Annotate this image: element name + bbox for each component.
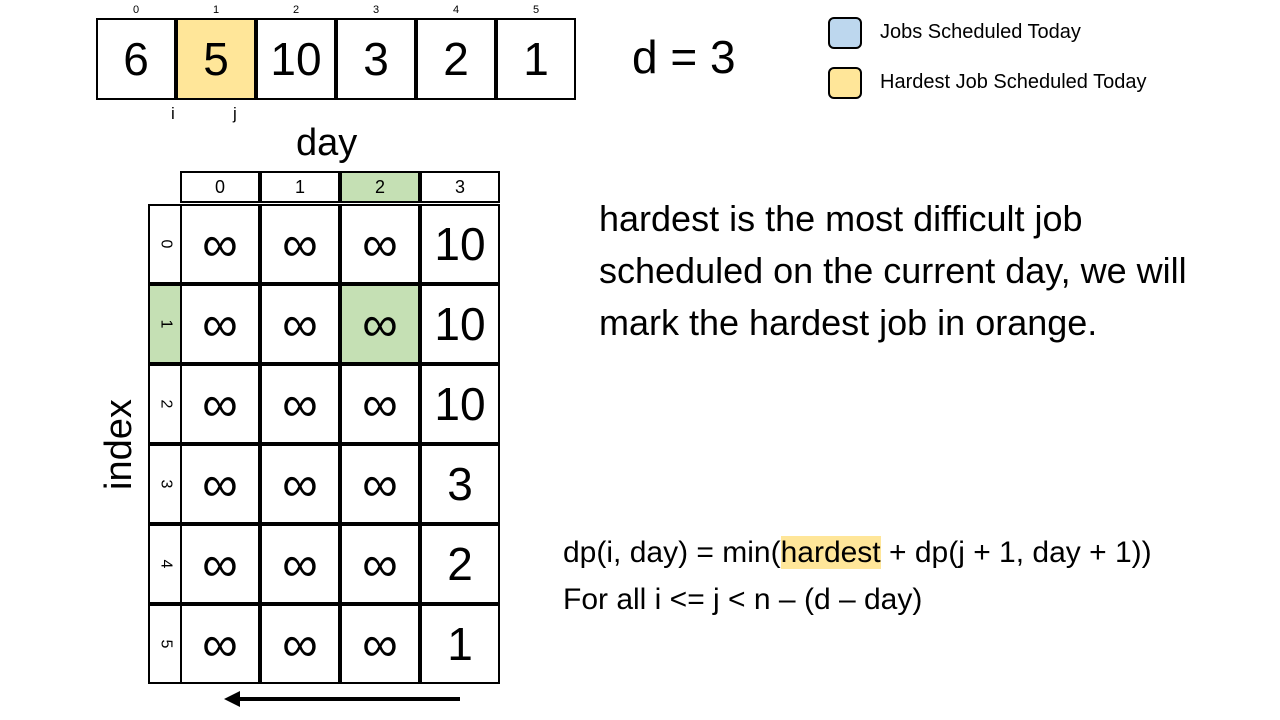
dp-cell: 3 xyxy=(420,444,500,524)
day-column-header: 2 xyxy=(340,171,420,203)
index-row-header: 4 xyxy=(148,524,182,604)
dp-cell: 10 xyxy=(420,364,500,444)
dp-cell: ∞ xyxy=(180,604,260,684)
dp-cell: 10 xyxy=(420,284,500,364)
description-text: hardest is the most difficult job schedu… xyxy=(599,198,1187,343)
index-row-header: 2 xyxy=(148,364,182,444)
array-index-label: 0 xyxy=(132,4,140,16)
dp-cell: ∞ xyxy=(180,524,260,604)
dp-cell: ∞ xyxy=(260,444,340,524)
day-column-header: 1 xyxy=(260,171,340,203)
array-cell: 3 xyxy=(336,18,416,100)
array-cell: 10 xyxy=(256,18,336,100)
dp-cell: 1 xyxy=(420,604,500,684)
index-row-label: 4 xyxy=(157,559,174,569)
index-row-header: 1 xyxy=(148,284,182,364)
formula-hardest-highlight: hardest xyxy=(780,536,881,569)
fill-direction-arrow xyxy=(238,697,460,701)
index-row-label: 2 xyxy=(157,399,174,409)
dp-cell: ∞ xyxy=(340,444,420,524)
index-row-header: 5 xyxy=(148,604,182,684)
array-index-label: 5 xyxy=(532,4,540,16)
recurrence-formula: dp(i, day) = min(hardest + dp(j + 1, day… xyxy=(563,536,1152,570)
index-row-label: 5 xyxy=(157,639,174,649)
d-label: d = 3 xyxy=(632,31,736,83)
array-index-label: 2 xyxy=(292,4,300,16)
dp-cell: ∞ xyxy=(260,284,340,364)
dp-cell: ∞ xyxy=(180,444,260,524)
dp-cell: ∞ xyxy=(260,524,340,604)
pointer-i: i xyxy=(171,104,175,123)
dp-cell: ∞ xyxy=(180,284,260,364)
pointer-j: j xyxy=(233,104,237,123)
formula-range: For all i <= j < n – (d – day) xyxy=(563,583,923,616)
dp-cell-current: ∞ xyxy=(340,284,420,364)
dp-cell: ∞ xyxy=(340,204,420,284)
formula-prefix: dp(i, day) = min( xyxy=(563,536,781,569)
day-axis-label: day xyxy=(296,122,358,164)
dp-cell: ∞ xyxy=(180,364,260,444)
dp-cell: 2 xyxy=(420,524,500,604)
legend-label-scheduled: Jobs Scheduled Today xyxy=(880,21,1081,43)
legend-swatch-scheduled xyxy=(828,17,862,49)
index-row-label: 1 xyxy=(157,319,174,329)
dp-cell: ∞ xyxy=(340,364,420,444)
array-cell: 5 xyxy=(176,18,256,100)
legend-label-hardest: Hardest Job Scheduled Today xyxy=(880,71,1147,93)
arrow-left-icon xyxy=(224,691,240,707)
array-cell: 1 xyxy=(496,18,576,100)
array-cell: 6 xyxy=(96,18,176,100)
array-index-label: 3 xyxy=(372,4,380,16)
legend-swatch-hardest xyxy=(828,67,862,99)
dp-cell: ∞ xyxy=(180,204,260,284)
day-column-header: 3 xyxy=(420,171,500,203)
dp-cell: ∞ xyxy=(260,604,340,684)
index-axis-label: index xyxy=(98,399,140,490)
formula-suffix: + dp(j + 1, day + 1)) xyxy=(880,536,1152,569)
index-row-label: 0 xyxy=(157,239,174,249)
array-index-label: 4 xyxy=(452,4,460,16)
dp-cell: ∞ xyxy=(260,364,340,444)
index-row-header: 0 xyxy=(148,204,182,284)
day-column-header: 0 xyxy=(180,171,260,203)
dp-cell: ∞ xyxy=(260,204,340,284)
dp-cell: 10 xyxy=(420,204,500,284)
dp-cell: ∞ xyxy=(340,604,420,684)
array-index-label: 1 xyxy=(212,4,220,16)
index-row-header: 3 xyxy=(148,444,182,524)
array-cell: 2 xyxy=(416,18,496,100)
dp-cell: ∞ xyxy=(340,524,420,604)
index-row-label: 3 xyxy=(157,479,174,489)
